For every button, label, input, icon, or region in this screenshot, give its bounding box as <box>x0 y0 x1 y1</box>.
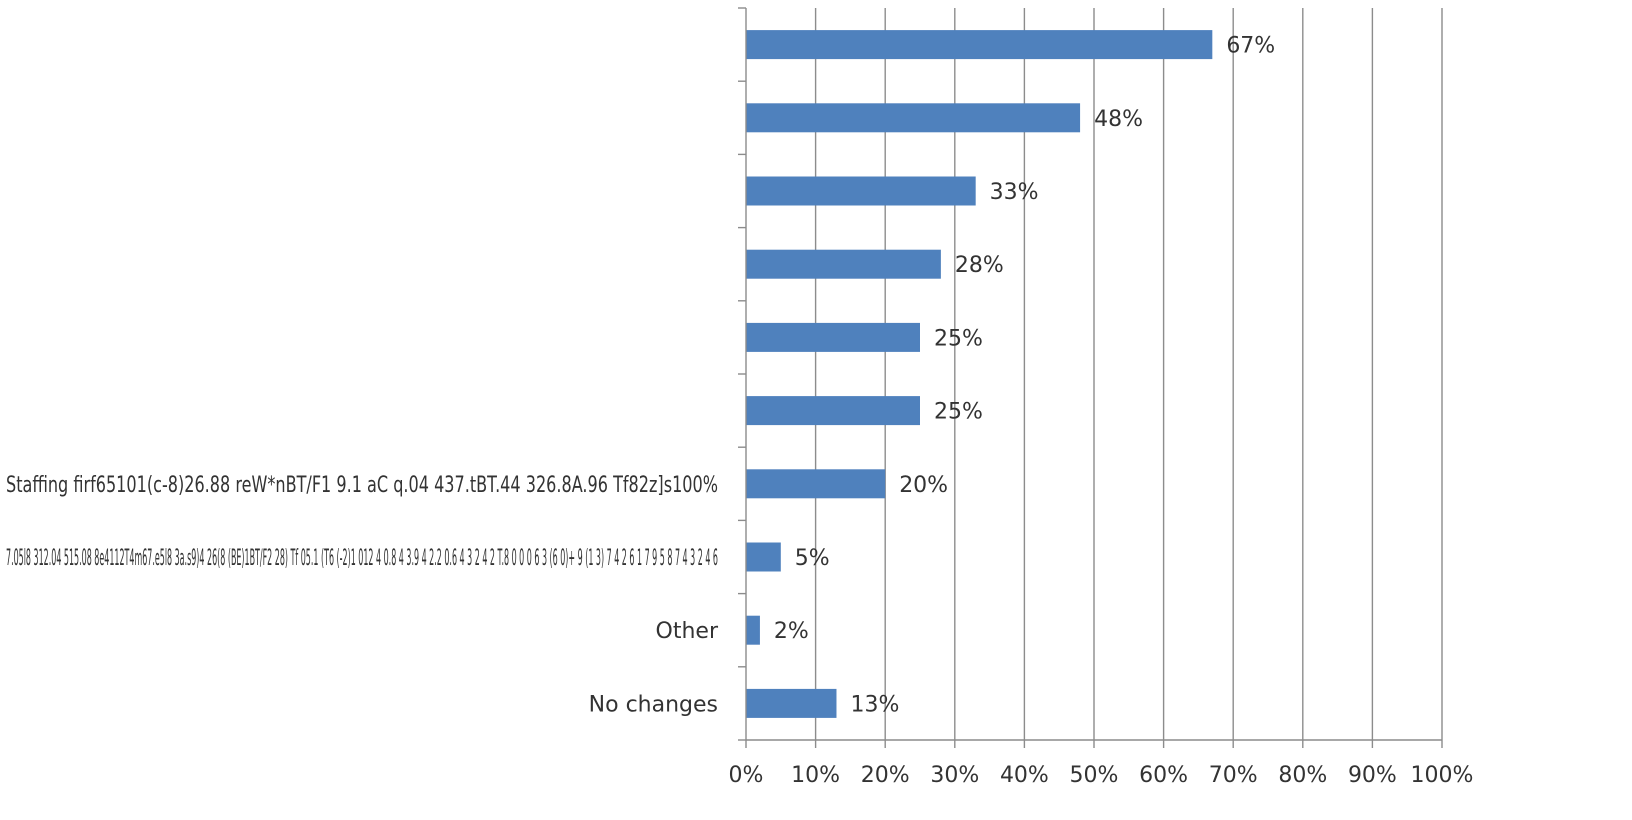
data-label: 25% <box>934 326 983 351</box>
data-label: 13% <box>850 692 899 717</box>
x-tick-label: 90% <box>1348 763 1397 788</box>
x-tick-label: 10% <box>791 763 840 788</box>
bar <box>746 396 920 426</box>
category-label: No changes <box>589 692 718 717</box>
bar <box>746 542 781 572</box>
bar <box>746 103 1081 133</box>
bar <box>746 469 886 499</box>
category-label: 7.05l8 312.04 515.08 8e4112T4m67.e5l8 3a… <box>6 546 718 571</box>
labels-layer: 0% 10% 20% 30% 40% 50% 60% 70% 80% 90% 100% 67% 48% 3… <box>6 34 1473 788</box>
x-tick-label: 20% <box>861 763 910 788</box>
data-label: 28% <box>955 253 1004 278</box>
category-label: Other <box>656 619 719 644</box>
data-label: 5% <box>795 546 830 571</box>
x-tick-label: 0% <box>729 763 764 788</box>
data-label: 48% <box>1094 107 1143 132</box>
bar <box>746 249 941 279</box>
data-label: 2% <box>774 619 809 644</box>
bar <box>746 30 1213 60</box>
x-tick-label: 80% <box>1278 763 1327 788</box>
axis-layer <box>738 7 1443 748</box>
x-tick-label: 50% <box>1070 763 1119 788</box>
bars-layer <box>746 30 1213 718</box>
bar <box>746 615 760 645</box>
data-label: 33% <box>990 180 1039 205</box>
x-tick-label: 70% <box>1209 763 1258 788</box>
x-tick-label: 60% <box>1139 763 1188 788</box>
category-label: Staffing firf65101(c-8)26.88 reW*nBT/F1 … <box>6 473 718 498</box>
bar <box>746 322 920 352</box>
x-tick-label: 40% <box>1000 763 1049 788</box>
data-label: 25% <box>934 400 983 425</box>
data-label: 67% <box>1226 34 1275 59</box>
bar <box>746 688 837 718</box>
x-tick-label: 30% <box>930 763 979 788</box>
x-tick-label: 100% <box>1411 763 1474 788</box>
bar <box>746 176 976 206</box>
data-label: 20% <box>899 473 948 498</box>
